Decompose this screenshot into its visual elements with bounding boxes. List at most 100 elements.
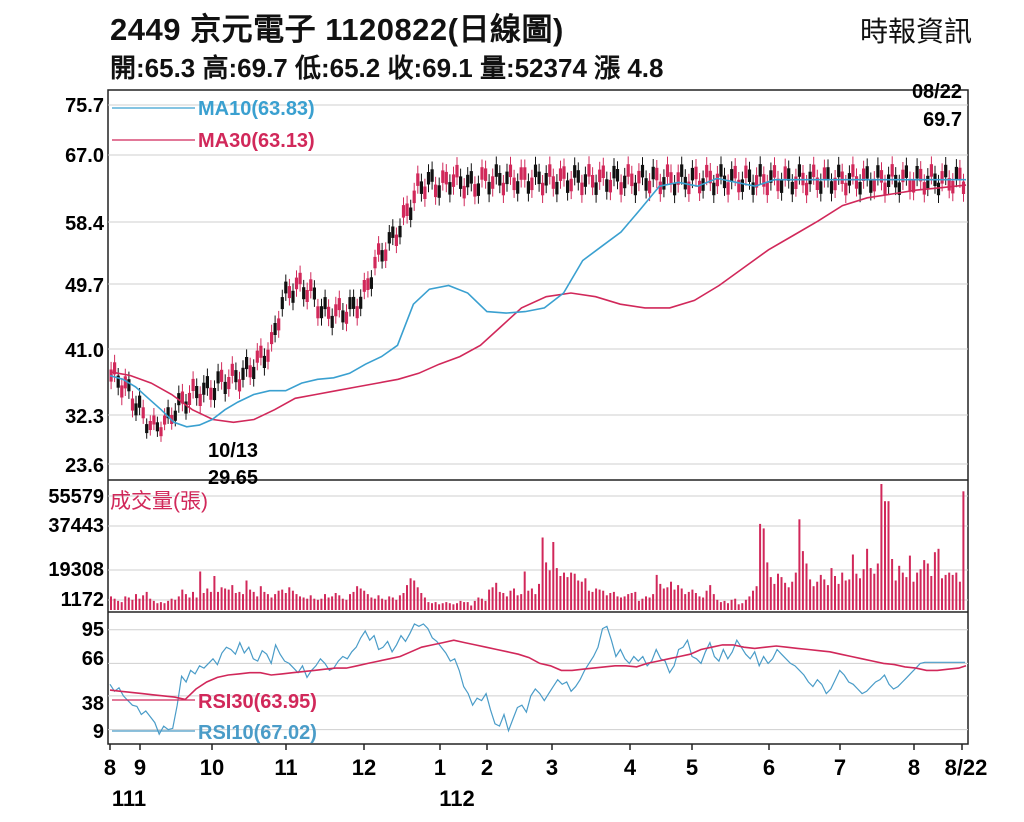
candle-body [537,171,541,185]
rsi-y-axis: 95 66 38 9 [82,619,104,743]
candle-body [883,182,887,196]
candle-body [908,179,912,192]
volume-bar [156,603,159,610]
volume-bar [423,597,426,610]
candle-body [284,281,288,294]
candle-body [605,179,609,192]
volume-bar [823,579,826,610]
candle-body [619,182,623,195]
volume-bar [142,595,145,610]
volume-bar [958,581,961,610]
candle-body [426,172,431,185]
candle-body [751,182,755,195]
volume-bar [837,583,840,610]
volume-bar [131,599,134,610]
volume-bar [830,568,833,610]
candle-body [648,180,652,194]
volume-bar [227,589,230,610]
volume-bar [577,580,580,610]
volume-bar [884,501,886,610]
volume-bar [277,590,280,610]
candle-body [323,297,327,310]
volume-bar [784,582,787,610]
volume-bar [951,574,954,610]
volume-bar [491,587,494,610]
candle-body [448,182,452,195]
volume-tick-label: 37443 [48,515,104,537]
volume-bar [498,591,501,610]
candle-body [491,176,495,189]
candle-body [480,167,484,180]
candle-body [270,332,274,345]
volume-bar [826,585,829,610]
volume-bar [933,552,936,610]
volume-bar [291,590,294,610]
candle-body [412,190,416,204]
volume-bar [948,572,951,610]
volume-bar [523,571,526,610]
volume-bar [866,548,869,610]
x-tick-label: 2 [481,755,493,780]
candle-body [822,167,826,180]
x-tick-label: 8 [104,755,116,780]
volume-bar [206,588,209,610]
volume-bar [538,583,540,610]
candle-body [530,177,534,191]
candle-body [833,177,837,191]
volume-bar [509,590,512,610]
candle-body [423,186,427,199]
candle-body [936,182,941,196]
volume-bar [184,594,187,610]
candle-body [869,180,873,193]
high-annotation-value: 69.7 [923,109,962,131]
volume-bar [505,596,508,610]
volume-bar [609,593,612,610]
candle-body [248,365,252,378]
volume-bar [484,600,487,610]
candle-body [437,185,441,198]
volume-bar [174,599,177,610]
volume-bar [149,598,152,610]
volume-bar [345,599,348,610]
volume-bar [384,599,387,610]
volume-bar [798,519,801,610]
candle-body [640,164,645,178]
volume-bar [266,594,269,610]
volume-bar [167,600,170,610]
candle-body [690,167,694,181]
candle-body [451,174,456,187]
candle-body [512,177,516,191]
volume-bar [299,596,301,610]
volume-bar [520,594,523,610]
candle-body [715,173,719,187]
volume-bar [698,596,701,610]
volume-title: 成交量(張) [110,490,208,513]
candle-body [319,306,324,319]
volume-bar [630,593,633,610]
x-tick-label: 12 [352,755,376,780]
candle-body [384,249,388,261]
volume-bar [655,574,658,610]
volume-bars [110,484,965,610]
volume-bar [263,591,266,610]
candle-body [551,176,555,189]
volume-bar [381,598,384,610]
candle-body [391,226,395,238]
volume-bar [359,588,362,610]
volume-bar [805,563,808,610]
candle-body [327,306,331,319]
volume-bar [434,602,437,610]
candle-body [444,171,448,185]
volume-bar [135,594,137,610]
volume-bar [274,594,277,610]
volume-bar [477,597,480,610]
data-source: 時報資訊 [859,16,972,47]
candle-body [904,165,908,178]
volume-bar [855,573,858,610]
candle-body [708,170,712,184]
candle-body [808,171,812,185]
candle-body [191,378,195,391]
rsi10-legend-label: RSI10(67.02) [198,722,317,744]
volume-bar [441,603,444,610]
candle-body [152,415,156,425]
